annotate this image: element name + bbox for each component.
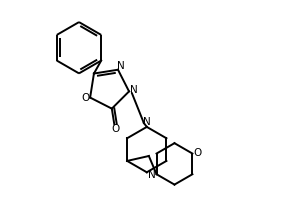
Text: N: N — [130, 85, 138, 95]
Text: N: N — [143, 117, 151, 127]
Text: O: O — [81, 93, 89, 103]
Text: O: O — [111, 124, 119, 134]
Text: O: O — [193, 148, 202, 158]
Text: N: N — [148, 170, 155, 180]
Text: N: N — [117, 61, 125, 71]
